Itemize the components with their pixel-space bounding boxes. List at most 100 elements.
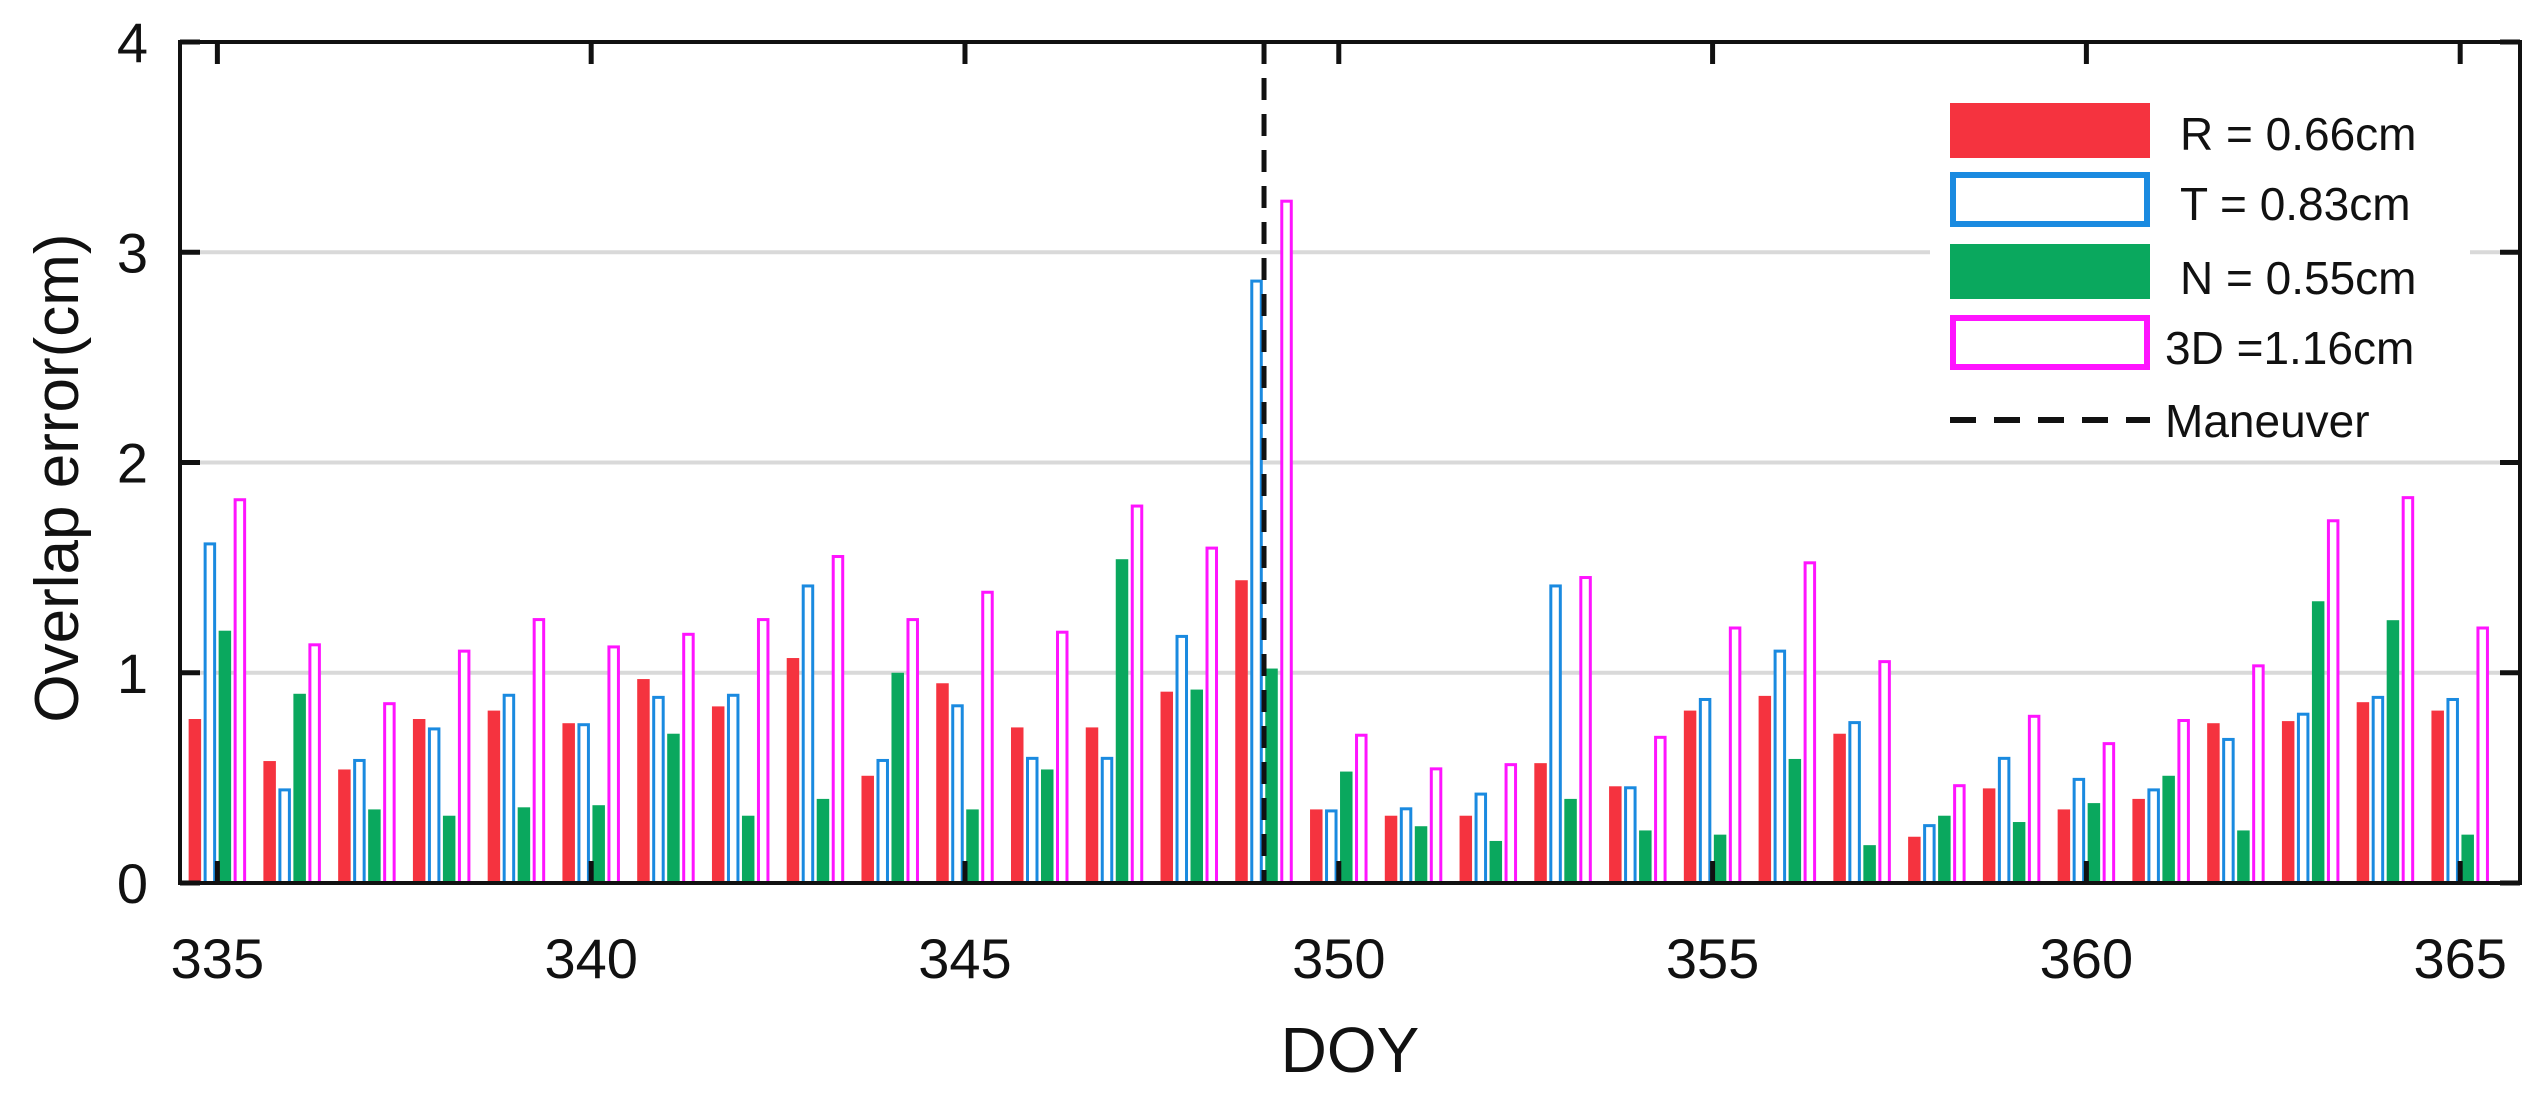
bar-r <box>1534 763 1547 883</box>
legend-swatch-n <box>1950 244 2150 299</box>
bar-r <box>2132 798 2145 883</box>
bar-t <box>2371 695 2385 885</box>
bar-3d <box>682 632 695 885</box>
bar-3d <box>2102 742 2116 885</box>
bar-r <box>2431 710 2444 883</box>
bar-n <box>1414 826 1428 883</box>
bar-3d <box>1579 576 1592 885</box>
bar-t <box>1549 584 1562 885</box>
bar-3d <box>2476 626 2489 885</box>
bar-t <box>1025 756 1039 885</box>
legend: R = 0.66cm T = 0.83cm N = 0.55cm 3D =1.1… <box>1930 80 2470 460</box>
bar-3d <box>308 643 321 885</box>
bar-3d <box>1205 546 1219 885</box>
bar-n <box>1115 559 1129 883</box>
bar-3d <box>1355 733 1368 885</box>
bar-t <box>1399 807 1413 885</box>
bar-r <box>2057 809 2071 883</box>
legend-swatch-r <box>1950 103 2150 158</box>
bar-t <box>2446 697 2459 885</box>
bar-3d <box>1280 199 1293 885</box>
bar-n <box>1863 845 1876 883</box>
bar-n <box>2012 822 2026 883</box>
bar-3d <box>2177 719 2190 885</box>
bar-t <box>1997 756 2011 885</box>
bar-r <box>487 710 501 883</box>
bar-3d <box>2326 519 2340 885</box>
y-tick-label: 4 <box>117 11 148 74</box>
bar-t <box>278 788 291 885</box>
legend-label-maneuver: Maneuver <box>2165 395 2370 447</box>
bar-r <box>936 683 949 883</box>
bar-3d <box>532 618 546 885</box>
legend-label-3d: 3D =1.16cm <box>2165 322 2414 374</box>
legend-swatch-t <box>1950 172 2150 227</box>
bar-t <box>1474 792 1488 885</box>
bar-3d <box>1055 630 1069 885</box>
bar-r <box>711 706 725 883</box>
bar-3d <box>1504 763 1518 885</box>
bar-3d <box>1953 784 1966 885</box>
bar-t <box>1325 809 1338 885</box>
bar-r <box>562 723 575 883</box>
y-tick-label: 2 <box>117 432 148 495</box>
bar-n <box>741 815 755 883</box>
legend-swatch-3d <box>1950 315 2150 370</box>
y-axis-label: Overlap error(cm) <box>23 233 92 722</box>
bar-3d <box>607 645 620 885</box>
bar-t <box>577 723 590 885</box>
bar-n <box>667 733 680 883</box>
bar-r <box>861 775 874 883</box>
bar-t <box>1848 721 1861 885</box>
x-tick-label: 345 <box>918 927 1011 990</box>
bar-n <box>2087 803 2101 883</box>
bar-r <box>1235 580 1248 883</box>
bar-3d <box>2027 714 2041 885</box>
bar-3d <box>1429 767 1443 885</box>
x-axis-label: DOY <box>1281 1014 1420 1086</box>
bar-n <box>1938 815 1951 883</box>
bar-3d <box>1728 626 1742 885</box>
bar-3d <box>906 618 919 885</box>
x-tick-label: 355 <box>1666 927 1759 990</box>
bar-r <box>1758 695 1772 883</box>
bar-r <box>263 761 276 883</box>
bar-n <box>2461 834 2474 883</box>
bar-r <box>1683 710 1697 883</box>
bar-t <box>951 704 964 885</box>
bar-t <box>2222 737 2235 885</box>
bar-3d <box>1654 735 1667 885</box>
bar-n <box>891 672 904 883</box>
bar-t <box>2296 712 2310 885</box>
y-tick-label: 3 <box>117 221 148 284</box>
x-tick-label: 340 <box>544 927 637 990</box>
bar-n <box>218 630 232 883</box>
bar-t <box>1923 824 1936 885</box>
bar-r <box>1609 786 1622 883</box>
bar-n <box>2311 601 2325 883</box>
bar-n <box>2237 830 2250 883</box>
bar-n <box>368 809 381 883</box>
bar-n <box>966 809 979 883</box>
bar-n <box>1340 771 1353 883</box>
bar-r <box>1085 727 1099 883</box>
bar-n <box>517 807 531 883</box>
bar-n <box>442 815 456 883</box>
bar-r <box>2356 702 2370 883</box>
bar-t <box>1100 756 1114 885</box>
bar-n <box>1639 830 1652 883</box>
bar-3d <box>1878 660 1891 885</box>
bar-r <box>1459 815 1473 883</box>
bar-r <box>2207 723 2220 883</box>
bar-3d <box>981 590 994 885</box>
ticks-layer: 335 340 345 350 355 360 365 0 1 2 3 4 <box>117 11 2520 990</box>
bar-t <box>2072 777 2086 885</box>
bar-3d <box>1130 504 1144 885</box>
bar-3d <box>457 649 471 885</box>
legend-label-t: T = 0.83cm <box>2180 178 2411 230</box>
bar-3d <box>2401 496 2415 885</box>
bar-t <box>1175 634 1189 885</box>
bar-t <box>801 584 815 885</box>
bar-n <box>293 693 306 883</box>
